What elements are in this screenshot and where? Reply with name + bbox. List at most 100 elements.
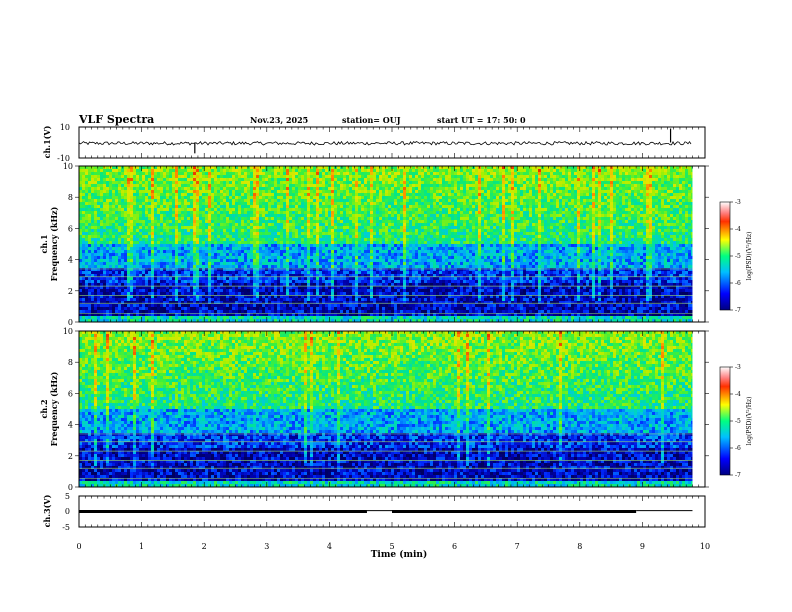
spectrogram-cell bbox=[313, 166, 317, 170]
spectrogram-cell bbox=[337, 169, 341, 173]
spectrogram-cell bbox=[274, 238, 278, 242]
spectrogram-cell bbox=[241, 301, 245, 305]
spectrogram-cell bbox=[133, 256, 137, 260]
spectrogram-cell bbox=[196, 253, 200, 257]
spectrogram-cell bbox=[232, 232, 236, 236]
spectrogram-cell bbox=[193, 292, 197, 296]
spectrogram-cell bbox=[229, 247, 233, 251]
spectrogram-cell bbox=[217, 223, 221, 227]
spectrogram-cell bbox=[217, 289, 221, 293]
spectrogram-cell bbox=[313, 247, 317, 251]
spectrogram-cell bbox=[229, 181, 233, 185]
spectrogram-cell bbox=[241, 289, 245, 293]
spectrogram-cell bbox=[79, 202, 83, 206]
spectrogram-cell bbox=[202, 229, 206, 233]
spectrogram-cell bbox=[91, 307, 95, 311]
spectrogram-cell bbox=[247, 187, 251, 191]
spectrogram-cell bbox=[202, 280, 206, 284]
spectrogram-cell bbox=[229, 175, 233, 179]
spectrogram-cell bbox=[187, 274, 191, 278]
spectrogram-cell bbox=[190, 295, 194, 299]
spectrogram-cell bbox=[301, 316, 305, 320]
spectrogram-cell bbox=[331, 175, 335, 179]
spectrogram-cell bbox=[133, 307, 137, 311]
spectrogram-cell bbox=[280, 280, 284, 284]
spectrogram-cell bbox=[289, 295, 293, 299]
spectrogram-cell bbox=[322, 289, 326, 293]
spectrogram-cell bbox=[256, 247, 260, 251]
spectrogram-cell bbox=[310, 181, 314, 185]
spectrogram-cell bbox=[136, 211, 140, 215]
spectrogram-cell bbox=[256, 259, 260, 263]
spectrogram-cell bbox=[175, 253, 179, 257]
spectrogram-cell bbox=[202, 253, 206, 257]
spectrogram-cell bbox=[103, 241, 107, 245]
spectrogram-cell bbox=[166, 250, 170, 254]
spectrogram-cell bbox=[310, 190, 314, 194]
spectrogram-cell bbox=[310, 229, 314, 233]
spectrogram-cell bbox=[154, 283, 158, 287]
spectrogram-cell bbox=[274, 295, 278, 299]
spectrogram-cell bbox=[292, 250, 296, 254]
spectrogram-cell bbox=[106, 220, 110, 224]
spectrogram-cell bbox=[328, 310, 332, 314]
spectrogram-cell bbox=[331, 172, 335, 176]
spectrogram-cell bbox=[331, 256, 335, 260]
spectrogram-cell bbox=[112, 277, 116, 281]
spectrogram-cell bbox=[217, 193, 221, 197]
spectrogram-cell bbox=[325, 292, 329, 296]
spectrogram-cell bbox=[280, 295, 284, 299]
spectrogram-cell bbox=[82, 217, 86, 221]
spectrogram-cell bbox=[340, 262, 344, 266]
spectrogram-cell bbox=[319, 259, 323, 263]
spectrogram-cell bbox=[196, 223, 200, 227]
spectrogram-cell bbox=[289, 292, 293, 296]
spectrogram-cell bbox=[241, 250, 245, 254]
spectrogram-cell bbox=[199, 205, 203, 209]
spectrogram-cell bbox=[292, 253, 296, 257]
spectrogram-cell bbox=[187, 190, 191, 194]
spectrogram-cell bbox=[283, 247, 287, 251]
spectrogram-cell bbox=[199, 238, 203, 242]
spectrogram-cell bbox=[130, 181, 134, 185]
spectrogram-cell bbox=[352, 274, 356, 278]
spectrogram-cell bbox=[238, 241, 242, 245]
spectrogram-cell bbox=[253, 289, 257, 293]
spectrogram-cell bbox=[244, 238, 248, 242]
spectrogram-cell bbox=[139, 232, 143, 236]
spectrogram-cell bbox=[169, 298, 173, 302]
spectrogram-cell bbox=[286, 319, 290, 323]
spectrogram-cell bbox=[166, 196, 170, 200]
spectrogram-cell bbox=[328, 214, 332, 218]
spectrogram-cell bbox=[211, 307, 215, 311]
spectrogram-cell bbox=[346, 217, 350, 221]
spectrogram-cell bbox=[241, 211, 245, 215]
spectrogram-cell bbox=[217, 247, 221, 251]
spectrogram-cell bbox=[154, 286, 158, 290]
spectrogram-cell bbox=[229, 238, 233, 242]
spectrogram-cell bbox=[292, 226, 296, 230]
spectrogram-cell bbox=[169, 238, 173, 242]
spectrogram-cell bbox=[268, 184, 272, 188]
spectrogram-cell bbox=[322, 244, 326, 248]
spectrogram-cell bbox=[238, 319, 242, 323]
spectrogram-cell bbox=[151, 175, 155, 179]
spectrogram-cell bbox=[97, 262, 101, 266]
spectrogram-cell bbox=[352, 271, 356, 275]
spectrogram-cell bbox=[118, 214, 122, 218]
spectrogram-cell bbox=[124, 214, 128, 218]
spectrogram-cell bbox=[112, 304, 116, 308]
spectrogram-cell bbox=[109, 286, 113, 290]
spectrogram-cell bbox=[169, 286, 173, 290]
spectrogram-cell bbox=[112, 244, 116, 248]
spectrogram-cell bbox=[229, 274, 233, 278]
spectrogram-cell bbox=[301, 190, 305, 194]
spectrogram-cell bbox=[127, 247, 131, 251]
spectrogram-cell bbox=[316, 166, 320, 170]
spectrogram-cell bbox=[343, 271, 347, 275]
spectrogram-cell bbox=[277, 172, 281, 176]
spectrogram-cell bbox=[139, 262, 143, 266]
spectrogram-cell bbox=[259, 178, 263, 182]
spectrogram-cell bbox=[136, 244, 140, 248]
spectrogram-cell bbox=[142, 199, 146, 203]
